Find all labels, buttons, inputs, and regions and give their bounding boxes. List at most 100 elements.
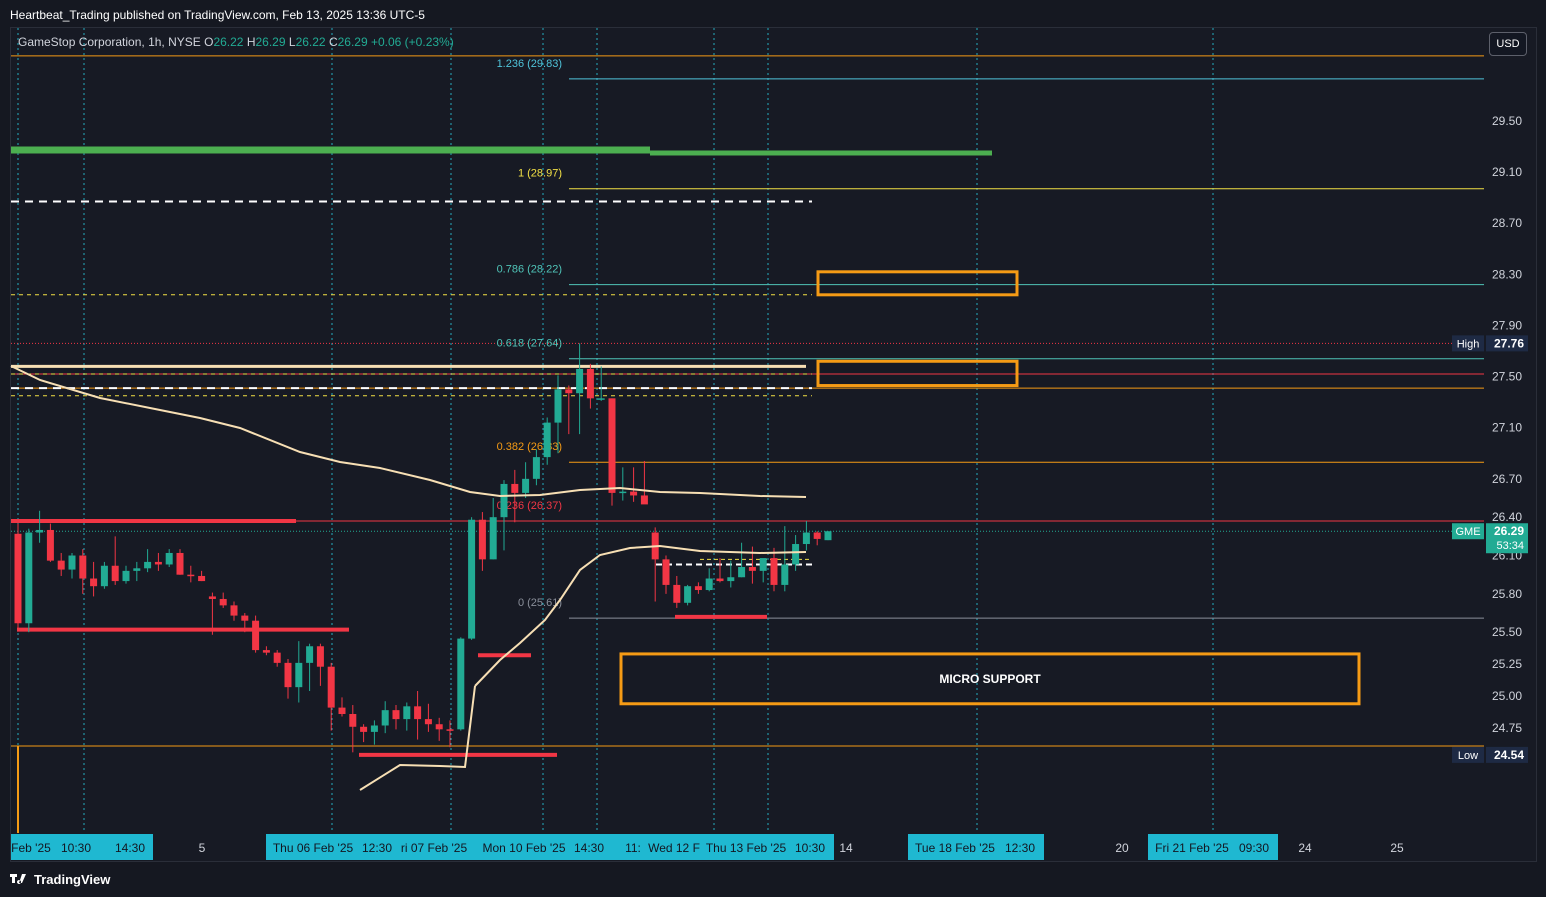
legend-symbol: GameStop Corporation, 1h, NYSE — [18, 35, 201, 49]
candle-body — [414, 706, 422, 720]
candle-body — [468, 519, 476, 639]
candle-body — [554, 389, 562, 423]
y-tick-label: 27.10 — [1492, 421, 1522, 435]
candle-body — [543, 422, 551, 458]
candle-body — [316, 646, 324, 667]
chart-frame[interactable] — [10, 27, 1537, 862]
x-tick-label: 11: — [625, 841, 641, 855]
candle-body — [381, 710, 389, 726]
y-tick-label: 26.70 — [1492, 472, 1522, 486]
fib-label: 1.236 (29.83) — [497, 58, 562, 70]
candle-body — [813, 532, 821, 539]
candle-body — [392, 710, 400, 720]
price-badge-value: 24.54 — [1494, 748, 1524, 762]
candle-body — [262, 650, 270, 653]
tradingview-logo-icon — [10, 872, 30, 887]
candle-body — [241, 615, 249, 621]
y-tick-label: 24.75 — [1492, 721, 1522, 735]
candle-body — [90, 578, 98, 587]
fib-label: 0 (25.61) — [518, 597, 562, 609]
candle-body — [208, 596, 216, 599]
candle-body — [522, 478, 530, 493]
zone-box — [619, 652, 1361, 706]
candle-body — [284, 662, 292, 688]
candle-body — [46, 529, 54, 561]
candle-body — [489, 517, 497, 560]
candle-body — [802, 532, 810, 545]
candle-body — [25, 532, 33, 624]
x-tick-label: Tue 18 Feb '25 — [915, 841, 995, 855]
x-tick-label: 14 — [839, 841, 853, 855]
x-tick-label: 20 — [1115, 841, 1129, 855]
candle-body — [576, 368, 584, 394]
candle-body — [165, 552, 173, 565]
candle-body — [748, 567, 756, 571]
candle-body — [176, 552, 184, 575]
candle-body — [608, 398, 616, 493]
price-badge-value: 27.76 — [1494, 336, 1524, 350]
footer-brand[interactable]: TradingView — [10, 872, 110, 887]
x-tick-label: Fri 21 Feb '25 — [1155, 841, 1229, 855]
x-tick-label: 12:30 — [1005, 841, 1035, 855]
candle-body — [68, 555, 76, 570]
candle-body — [295, 662, 303, 688]
y-tick-label: 25.25 — [1492, 657, 1522, 671]
legend-close-label: C — [328, 35, 338, 49]
price-badge-name-bg — [1452, 523, 1484, 540]
candle-body — [705, 578, 713, 591]
y-tick-label: 27.50 — [1492, 370, 1522, 384]
zone-box — [816, 359, 1019, 388]
y-tick-label: 25.80 — [1492, 587, 1522, 601]
x-tick-label: 14:30 — [574, 841, 604, 855]
candle-body — [597, 398, 605, 400]
candle-body — [36, 529, 44, 533]
candle-body — [57, 560, 65, 570]
candle-body — [133, 568, 141, 571]
candle-body — [273, 652, 281, 663]
x-tick-label: 14:30 — [115, 841, 145, 855]
price-badge-countdown: 53:34 — [1496, 540, 1524, 552]
fib-label: 0.786 (28.22) — [497, 264, 562, 276]
x-axis-highlight — [266, 834, 475, 860]
y-tick-label: 27.90 — [1492, 318, 1522, 332]
legend-open: 26.22 — [213, 35, 244, 49]
vwap-curve-lower — [474, 544, 807, 687]
footer-brand-text: TradingView — [34, 872, 111, 887]
vwap-curve-base — [359, 685, 476, 791]
candle-body — [770, 558, 778, 585]
candle-body — [122, 570, 130, 582]
candle-body — [187, 574, 195, 577]
candle-body — [306, 646, 314, 663]
price-badge-name: GME — [1455, 526, 1480, 538]
candle-body — [694, 586, 702, 591]
publisher-line: Heartbeat_Trading published on TradingVi… — [10, 8, 425, 22]
legend-close: 26.29 — [337, 35, 368, 49]
price-badge-name: High — [1457, 338, 1480, 350]
candle-body — [435, 724, 443, 730]
x-tick-label: ri 07 Feb '25 — [401, 841, 468, 855]
candle-body — [349, 713, 357, 727]
candle-body — [684, 586, 692, 603]
candle-body — [327, 666, 335, 708]
legend-change: +0.06 (+0.23%) — [370, 35, 454, 49]
x-tick-label: Thu 06 Feb '25 — [273, 841, 354, 855]
candle-body — [478, 519, 486, 560]
currency-button[interactable]: USD — [1489, 32, 1527, 56]
fib-label: 0.236 (26.37) — [497, 500, 562, 512]
x-tick-label: 12:30 — [362, 841, 392, 855]
candle-body — [198, 575, 206, 582]
candle-body — [79, 555, 87, 579]
y-tick-label: 28.30 — [1492, 267, 1522, 281]
candle-body — [738, 567, 746, 578]
candle-body — [662, 559, 670, 585]
candle-body — [446, 729, 454, 731]
y-tick-label: 25.50 — [1492, 625, 1522, 639]
candle-body — [370, 725, 378, 732]
y-tick-label: 26.40 — [1492, 510, 1522, 524]
candle-body — [219, 598, 227, 606]
candle-body — [511, 483, 519, 493]
x-tick-label: 10:30 — [795, 841, 825, 855]
candle-body — [111, 565, 119, 582]
legend-high: 26.29 — [255, 35, 286, 49]
